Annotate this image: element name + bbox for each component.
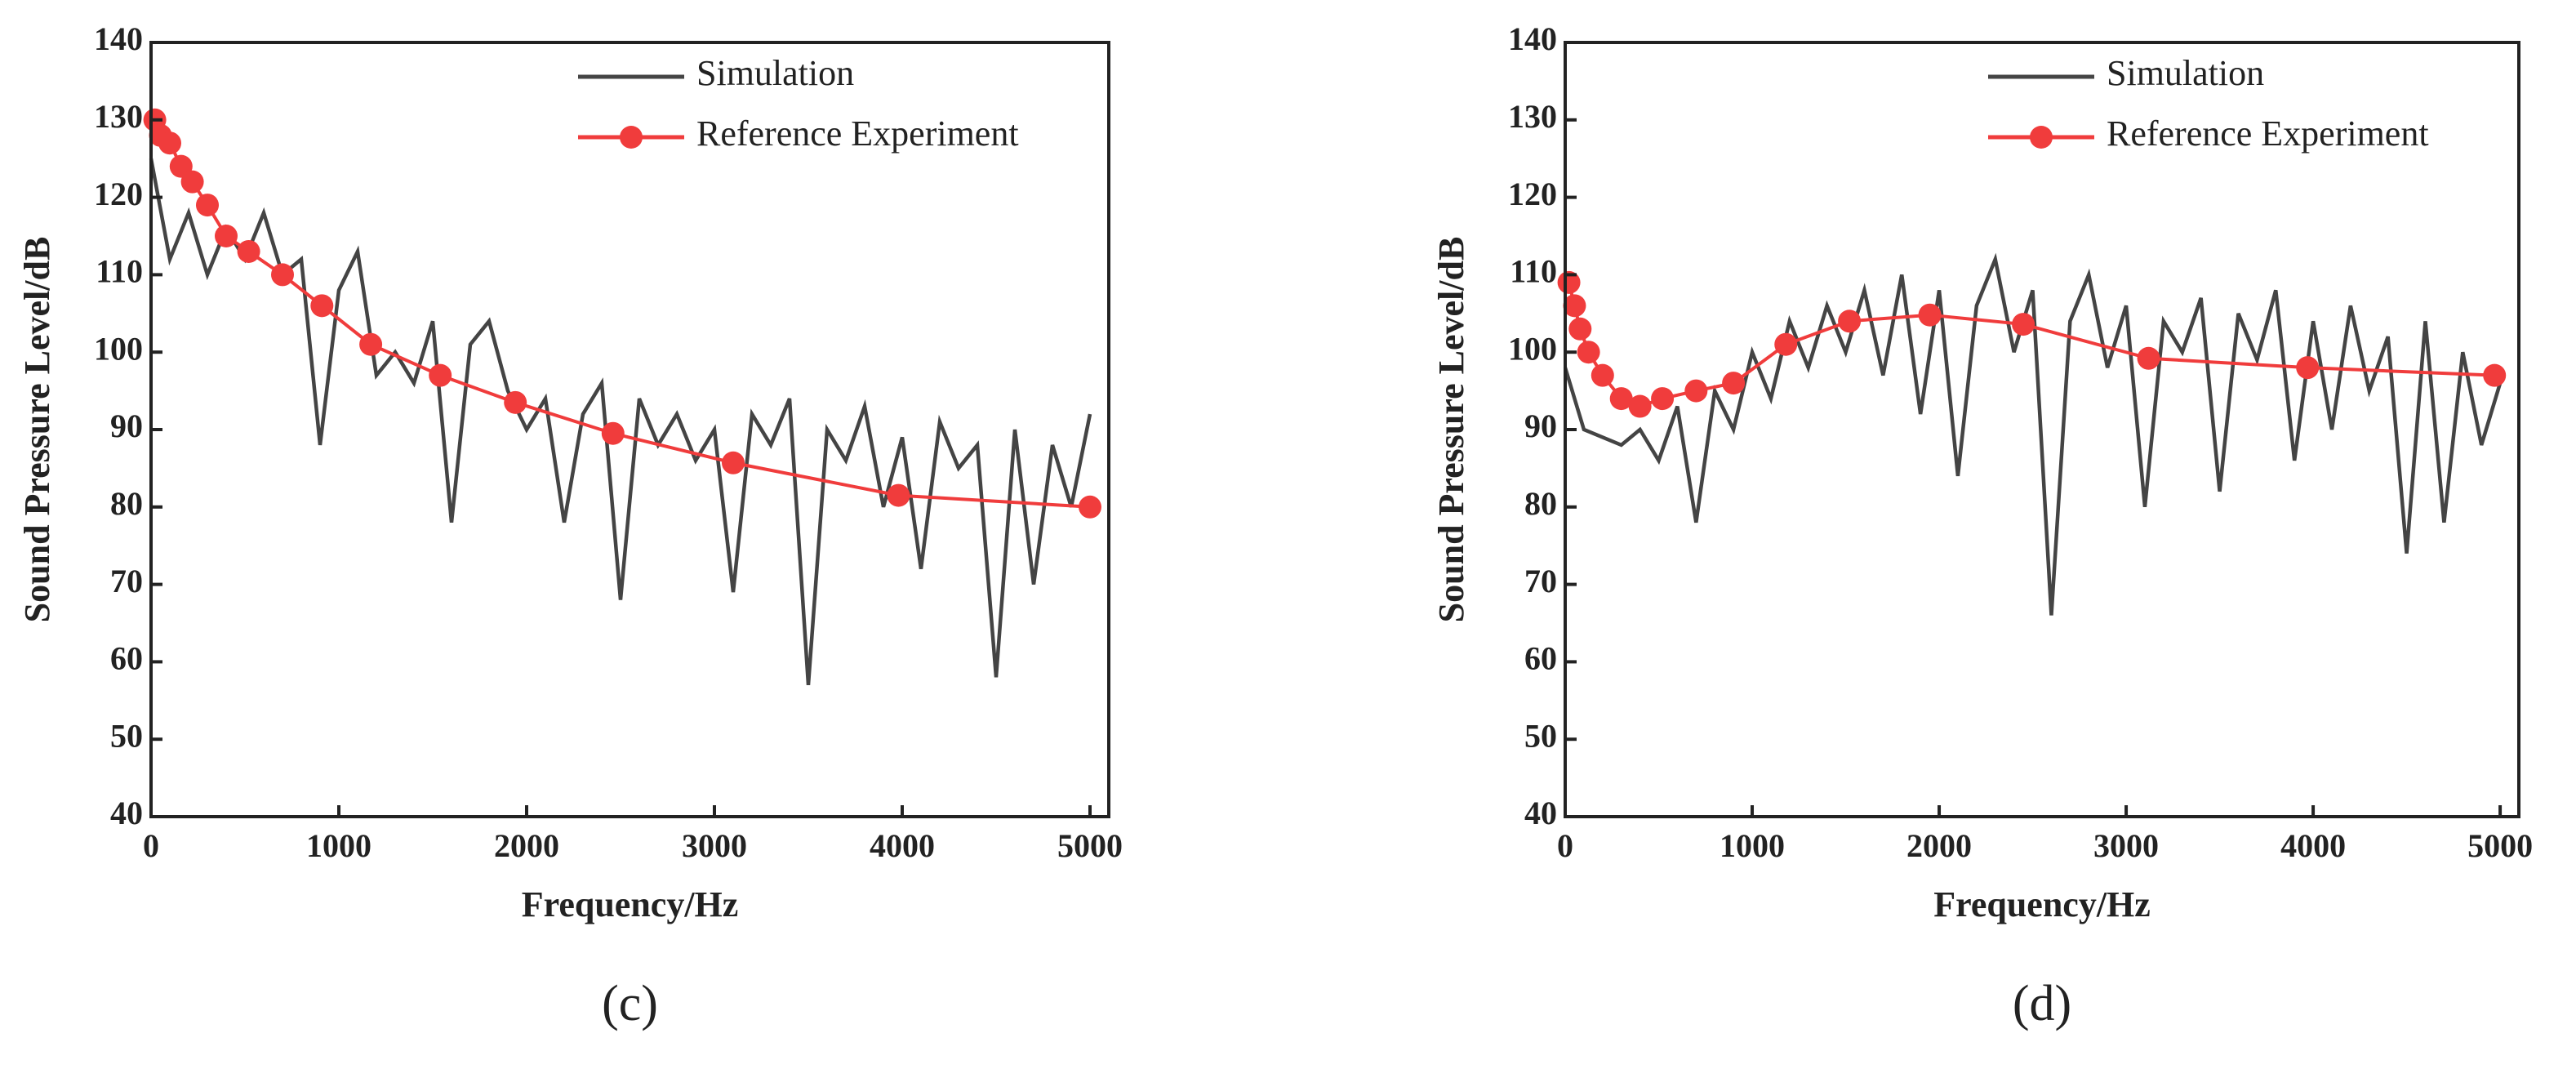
marker <box>1918 303 1942 327</box>
x-tick-label: 2000 <box>1906 827 1972 864</box>
y-tick-label: 70 <box>1524 563 1557 599</box>
marker <box>504 390 527 414</box>
marker <box>237 239 260 263</box>
marker <box>2296 356 2320 380</box>
legend-label: Reference Experiment <box>2107 114 2429 154</box>
legend-marker <box>2030 126 2053 149</box>
series-line <box>1563 252 2503 616</box>
marker <box>196 194 219 217</box>
y-tick-label: 40 <box>110 795 143 831</box>
marker <box>1774 332 1798 356</box>
marker <box>158 131 181 155</box>
marker <box>1651 387 1675 411</box>
y-tick-label: 90 <box>1524 408 1557 444</box>
y-tick-label: 90 <box>110 408 143 444</box>
x-tick-label: 4000 <box>870 827 935 864</box>
x-tick-label: 3000 <box>682 827 747 864</box>
y-tick-label: 80 <box>110 485 143 522</box>
marker <box>1568 317 1592 341</box>
y-tick-label: 60 <box>110 640 143 677</box>
x-tick-label: 1000 <box>1720 827 1785 864</box>
y-tick-label: 100 <box>1508 330 1557 367</box>
marker <box>722 451 745 474</box>
legend-label: Simulation <box>2107 53 2264 93</box>
legend-label: Simulation <box>696 53 854 93</box>
marker <box>1684 379 1708 403</box>
marker <box>1557 270 1581 294</box>
y-tick-label: 40 <box>1524 795 1557 831</box>
y-tick-label: 140 <box>1508 20 1557 57</box>
y-tick-label: 110 <box>96 253 143 290</box>
marker <box>359 332 383 356</box>
y-axis-label: Sound Pressure Level/dB <box>1431 237 1471 623</box>
caption: (d) <box>2013 976 2071 1031</box>
marker <box>1577 341 1600 364</box>
marker <box>1563 294 1586 318</box>
series-line <box>149 158 1092 686</box>
y-tick-label: 130 <box>94 98 143 135</box>
y-tick-label: 60 <box>1524 640 1557 677</box>
plot-frame <box>149 41 1110 818</box>
legend-marker <box>620 126 643 149</box>
x-tick-label: 5000 <box>2467 827 2533 864</box>
marker <box>887 483 910 507</box>
x-tick-label: 1000 <box>306 827 371 864</box>
y-tick-label: 120 <box>1508 176 1557 212</box>
y-tick-label: 110 <box>1510 253 1557 290</box>
x-axis-label: Frequency/Hz <box>522 884 739 924</box>
legend-label: Reference Experiment <box>696 114 1019 154</box>
x-tick-label: 0 <box>143 827 159 864</box>
y-tick-label: 140 <box>94 20 143 57</box>
y-tick-label: 120 <box>94 176 143 212</box>
y-tick-label: 80 <box>1524 485 1557 522</box>
marker <box>1838 310 1862 333</box>
y-tick-label: 70 <box>110 563 143 599</box>
marker <box>215 225 238 247</box>
marker <box>1722 372 1746 395</box>
marker <box>1591 363 1614 387</box>
marker <box>2483 363 2507 387</box>
marker <box>2137 346 2160 370</box>
y-tick-label: 50 <box>110 717 143 754</box>
x-axis-label: Frequency/Hz <box>1933 884 2151 924</box>
y-axis-label: Sound Pressure Level/dB <box>17 237 57 623</box>
x-tick-label: 5000 <box>1057 827 1123 864</box>
marker <box>1079 495 1101 519</box>
y-tick-label: 100 <box>94 330 143 367</box>
x-tick-label: 0 <box>1557 827 1573 864</box>
x-tick-label: 4000 <box>2280 827 2346 864</box>
x-tick-label: 2000 <box>494 827 559 864</box>
marker <box>429 363 452 387</box>
marker <box>1609 387 1633 411</box>
marker <box>180 170 204 194</box>
x-tick-label: 3000 <box>2093 827 2159 864</box>
caption: (c) <box>602 976 658 1031</box>
marker <box>1628 394 1652 418</box>
marker <box>310 294 334 318</box>
y-tick-label: 130 <box>1508 98 1557 135</box>
marker <box>601 421 625 445</box>
marker <box>2012 313 2035 336</box>
marker <box>271 263 294 287</box>
y-tick-label: 50 <box>1524 717 1557 754</box>
